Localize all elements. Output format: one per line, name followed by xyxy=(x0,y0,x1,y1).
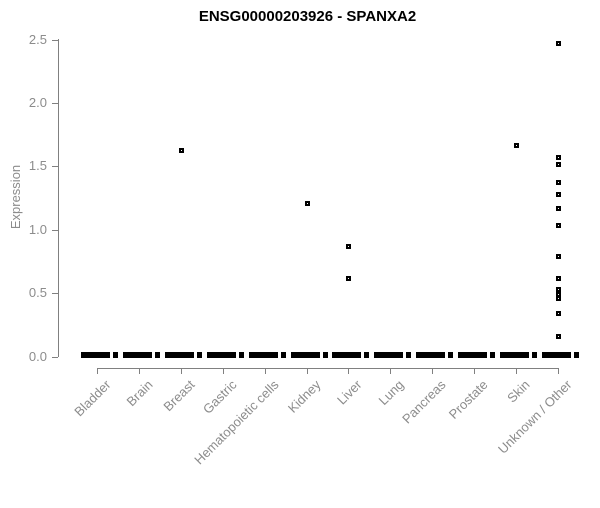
zero-cluster-bar xyxy=(332,352,361,358)
x-tick xyxy=(223,368,224,374)
x-tick xyxy=(390,368,391,374)
data-point xyxy=(179,148,184,153)
y-tick xyxy=(52,103,58,104)
zero-cluster-point xyxy=(155,352,160,358)
x-tick xyxy=(516,368,517,374)
data-point xyxy=(346,244,351,249)
zero-cluster-bar xyxy=(123,352,152,358)
zero-cluster-bar xyxy=(374,352,403,358)
x-axis-line xyxy=(97,368,559,369)
x-tick xyxy=(348,368,349,374)
zero-cluster-point xyxy=(448,352,453,358)
zero-cluster-point xyxy=(113,352,118,358)
zero-cluster-bar xyxy=(458,352,487,358)
y-tick xyxy=(52,293,58,294)
zero-cluster-point xyxy=(323,352,328,358)
data-point xyxy=(556,296,561,301)
x-tick xyxy=(181,368,182,374)
y-axis-label: Expression xyxy=(8,164,23,230)
x-tick xyxy=(432,368,433,374)
y-axis-line xyxy=(58,39,59,357)
data-point xyxy=(556,311,561,316)
y-tick xyxy=(52,230,58,231)
data-point xyxy=(346,276,351,281)
data-point xyxy=(556,287,561,292)
zero-cluster-bar xyxy=(165,352,194,358)
y-tick xyxy=(52,40,58,41)
y-tick xyxy=(52,357,58,358)
x-tick xyxy=(474,368,475,374)
zero-cluster-point xyxy=(281,352,286,358)
data-point xyxy=(556,41,561,46)
zero-cluster-point xyxy=(239,352,244,358)
zero-cluster-point xyxy=(490,352,495,358)
data-point xyxy=(556,162,561,167)
zero-cluster-bar xyxy=(207,352,236,358)
data-point xyxy=(556,192,561,197)
zero-cluster-bar xyxy=(249,352,278,358)
y-tick-label: 2.0 xyxy=(28,95,47,110)
zero-cluster-point xyxy=(197,352,202,358)
data-point xyxy=(305,201,310,206)
y-tick xyxy=(52,166,58,167)
data-point xyxy=(556,334,561,339)
data-point xyxy=(556,206,561,211)
x-tick xyxy=(558,368,559,374)
zero-cluster-bar xyxy=(291,352,320,358)
zero-cluster-point xyxy=(532,352,537,358)
y-tick-label: 1.0 xyxy=(28,222,47,237)
zero-cluster-point xyxy=(364,352,369,358)
zero-cluster-bar xyxy=(81,352,110,358)
x-tick xyxy=(307,368,308,374)
y-tick-label: 1.5 xyxy=(28,158,47,173)
zero-cluster-bar xyxy=(500,352,529,358)
x-tick xyxy=(265,368,266,374)
x-tick xyxy=(97,368,98,374)
y-tick-label: 0.5 xyxy=(28,285,47,300)
data-point xyxy=(556,180,561,185)
y-tick-label: 0.0 xyxy=(28,349,47,364)
zero-cluster-bar xyxy=(416,352,445,358)
zero-cluster-point xyxy=(574,352,579,358)
data-point xyxy=(556,276,561,281)
data-point xyxy=(514,143,519,148)
data-point xyxy=(556,155,561,160)
y-tick-label: 2.5 xyxy=(28,32,47,47)
data-point xyxy=(556,254,561,259)
x-tick xyxy=(139,368,140,374)
zero-cluster-bar xyxy=(542,352,571,358)
chart-title: ENSG00000203926 - SPANXA2 xyxy=(198,8,417,25)
data-point xyxy=(556,223,561,228)
zero-cluster-point xyxy=(406,352,411,358)
